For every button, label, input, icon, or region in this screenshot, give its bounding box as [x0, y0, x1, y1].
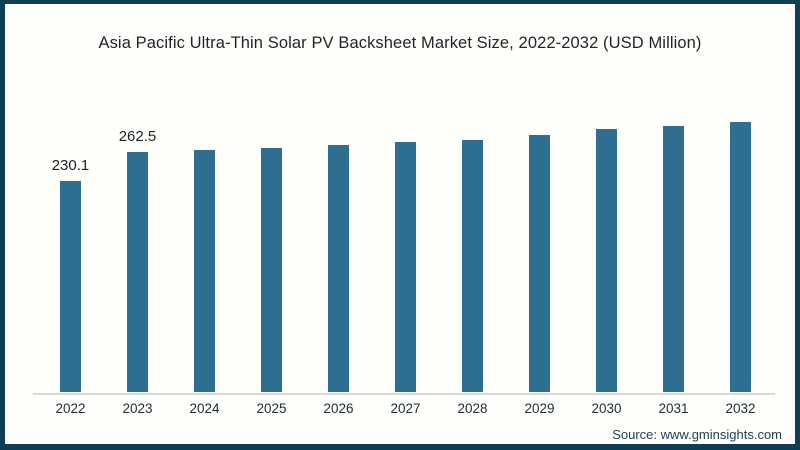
tick-label-2022: 2022: [55, 401, 86, 416]
bar-2024: [194, 150, 215, 392]
x-axis-line: [33, 393, 775, 395]
bar-2026: [328, 144, 349, 392]
value-label-2023: 262.5: [118, 127, 157, 145]
bar-2029: [529, 135, 550, 392]
chart-title: Asia Pacific Ultra-Thin Solar PV Backshe…: [98, 34, 702, 52]
tick-label-2024: 2024: [189, 401, 220, 416]
tick-label-2023: 2023: [122, 401, 153, 416]
bar-2027: [395, 141, 416, 392]
tick-label-2027: 2027: [390, 401, 421, 416]
tick-label-2025: 2025: [256, 401, 287, 416]
tick-label-2026: 2026: [323, 401, 354, 416]
tick-label-2028: 2028: [457, 401, 488, 416]
bar-2023: [127, 151, 148, 392]
tick-label-2032: 2032: [725, 401, 756, 416]
tick-label-2031: 2031: [658, 401, 689, 416]
bar-2031: [663, 126, 684, 392]
bar-2032: [730, 121, 751, 392]
source-text: Source: www.gminsights.com: [612, 427, 782, 442]
bar-2022: [60, 181, 81, 392]
tick-label-2030: 2030: [591, 401, 622, 416]
bar-2028: [462, 140, 483, 392]
bar-2025: [261, 148, 282, 392]
bar-2030: [596, 129, 617, 392]
value-label-2022: 230.1: [51, 157, 90, 175]
tick-label-2029: 2029: [524, 401, 555, 416]
